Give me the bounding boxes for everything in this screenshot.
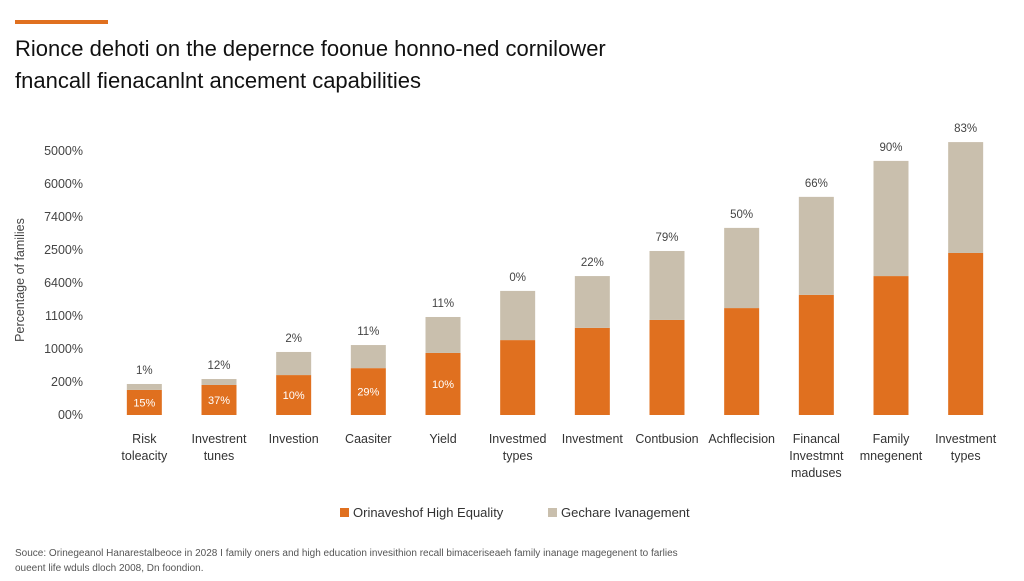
title-accent: [15, 20, 108, 24]
y-tick-label: 7400%: [44, 210, 83, 224]
bar-segment: [649, 250, 685, 320]
y-axis-label: Percentage of families: [13, 218, 27, 342]
total-label: 1%: [136, 365, 153, 377]
bar-segment: [724, 227, 760, 309]
total-label: 90%: [879, 142, 902, 154]
x-tick-label: Investmed types: [489, 432, 547, 463]
y-tick-label: 1100%: [45, 309, 83, 323]
x-tick-label: Family mnegenent: [860, 432, 923, 463]
bar-segment: [798, 294, 834, 415]
x-tick-label: Yield: [429, 432, 456, 446]
total-label: 12%: [207, 360, 230, 372]
legend-swatch: [340, 508, 349, 517]
x-tick-label: Investment: [562, 432, 624, 446]
y-tick-label: 200%: [51, 375, 83, 389]
total-label: 11%: [357, 326, 379, 338]
segment-label: 10%: [283, 390, 305, 402]
y-tick-label: 6000%: [44, 177, 83, 191]
bar-segment: [873, 276, 909, 415]
source: Souce: Orinegeanol Hanarestalbeoce in 20…: [15, 548, 678, 559]
total-label: 83%: [954, 123, 977, 135]
total-label: 79%: [655, 232, 678, 244]
total-label: 22%: [581, 257, 604, 269]
bar-segment: [425, 316, 461, 353]
y-tick-label: 6400%: [44, 276, 83, 290]
y-tick-label: 00%: [58, 408, 83, 422]
x-tick-label: Caasiter: [345, 432, 392, 446]
bar-segment: [350, 345, 386, 369]
bar-segment: [500, 340, 536, 415]
x-tick-label: Investion: [269, 432, 319, 446]
bar-segment: [126, 383, 162, 390]
bar-segment: [276, 351, 312, 376]
y-tick-label: 5000%: [44, 144, 83, 158]
total-label: 0%: [509, 272, 526, 284]
bar-segment: [276, 375, 312, 415]
bar-segment: [798, 196, 834, 295]
x-tick-label: Investment types: [935, 432, 997, 463]
bar-segment: [574, 327, 610, 415]
y-tick-label: 1000%: [44, 342, 83, 356]
bar-segment: [350, 368, 386, 415]
x-tick-label: Investrent tunes: [192, 432, 247, 463]
bar-segment: [425, 352, 461, 415]
segment-label: 29%: [357, 387, 379, 399]
segment-label: 37%: [208, 395, 230, 407]
chart-title: Rionce dehoti on the depernce foonue hon…: [15, 36, 606, 61]
bar-segment: [873, 160, 909, 277]
bar-segment: [201, 384, 237, 415]
x-tick-label: Contbusion: [635, 432, 698, 446]
source: oueent life wduls dloch 2008, Dn foondio…: [15, 563, 203, 574]
bar-segment: [574, 276, 610, 328]
bar-segment: [948, 142, 984, 253]
total-label: 11%: [432, 298, 454, 310]
total-label: 2%: [285, 333, 302, 345]
legend-label: Orinaveshof High Equality: [353, 505, 504, 520]
chart-subtitle: fnancall fienacanlnt ancement capabiliti…: [15, 68, 421, 93]
segment-label: 15%: [133, 397, 155, 409]
bar-segment: [724, 308, 760, 415]
segment-label: 10%: [432, 379, 454, 391]
legend-label: Gechare Ivanagement: [561, 505, 690, 520]
y-tick-label: 2500%: [44, 243, 83, 257]
bar-segment: [201, 379, 237, 385]
total-label: 50%: [730, 209, 753, 221]
bar-segment: [126, 389, 162, 415]
bar-segment: [500, 290, 536, 341]
x-tick-label: Financal Investmnt maduses: [789, 432, 844, 480]
bar-segment: [948, 252, 984, 415]
total-label: 66%: [805, 178, 828, 190]
bar-segment: [649, 319, 685, 415]
x-tick-label: Risk toleacity: [121, 432, 168, 463]
legend-swatch: [548, 508, 557, 517]
x-tick-label: Achflecision: [708, 432, 775, 446]
